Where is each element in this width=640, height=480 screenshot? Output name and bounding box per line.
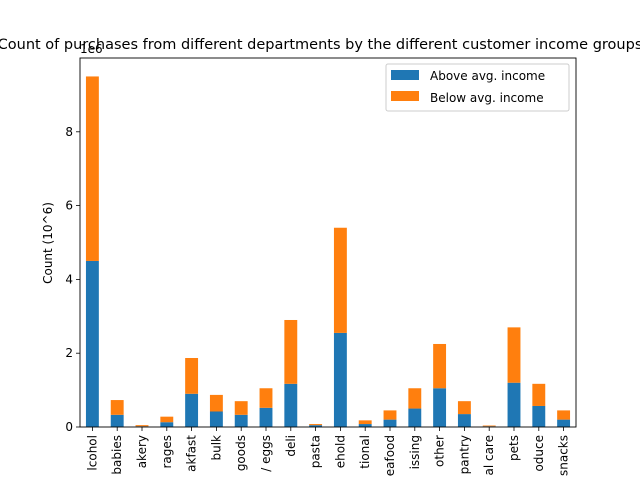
bar-bakery-below xyxy=(135,425,149,427)
y-tick-label: 2 xyxy=(65,346,73,360)
x-tick-label: lcohol xyxy=(85,435,99,471)
legend-swatch-above xyxy=(391,70,419,80)
x-tick-label: eafood xyxy=(383,435,397,476)
y-tick-label: 6 xyxy=(65,199,73,213)
bar-breakfast-below xyxy=(185,357,199,394)
bars-group xyxy=(85,76,571,427)
x-tick-label: oduce xyxy=(532,435,546,472)
bar-pets-above xyxy=(507,382,521,427)
bar-babies-above xyxy=(110,414,124,427)
bar-pets-below xyxy=(507,327,521,383)
bar-other-below xyxy=(433,343,447,389)
x-tick-label: pantry xyxy=(457,435,471,474)
bar-deli-below xyxy=(284,319,298,384)
bar-deli-above xyxy=(284,383,298,427)
bar-pantry-above xyxy=(457,414,471,427)
x-tick-label: snacks xyxy=(557,435,571,476)
x-tick-label: akfast xyxy=(185,435,199,472)
bar-beverages-below xyxy=(160,416,174,423)
bar-missing-above xyxy=(408,408,422,427)
bar-snacks-below xyxy=(557,410,571,420)
x-tick-label: pets xyxy=(507,435,521,461)
bar-babies-below xyxy=(110,400,124,415)
bar-canned-goods-above xyxy=(234,414,248,427)
y-tick-label: 0 xyxy=(65,420,73,434)
x-tick-label: deli xyxy=(284,435,298,457)
bar-bulk-above xyxy=(209,411,223,427)
legend-box xyxy=(385,63,570,112)
axes-frame xyxy=(79,57,577,428)
bar-other-above xyxy=(433,388,447,427)
y-axis-offset-label: 1e6 xyxy=(80,42,103,56)
x-tick-label: al care xyxy=(482,435,496,476)
x-tick-label: bulk xyxy=(209,435,223,461)
bar-canned-goods-below xyxy=(234,401,248,415)
y-tick-label: 4 xyxy=(65,272,73,286)
bar-international-above xyxy=(358,424,372,427)
bar-snacks-above xyxy=(557,419,571,427)
bar-alcohol-below xyxy=(85,76,99,261)
bar-pantry-below xyxy=(457,401,471,415)
x-tick-label: ehold xyxy=(333,435,347,468)
bar-produce-above xyxy=(532,405,546,427)
bar-dairy-eggs-above xyxy=(259,407,273,427)
bar-bulk-below xyxy=(209,394,223,412)
x-tick-label: rages xyxy=(160,435,174,469)
legend-label-above: Above avg. income xyxy=(430,69,545,83)
bar-dry-goods-pasta-above xyxy=(309,425,323,427)
bar-personal-care-below xyxy=(482,425,496,427)
x-tick-label: / eggs xyxy=(259,435,273,472)
bar-breakfast-above xyxy=(185,393,199,427)
legend-label-below: Below avg. income xyxy=(430,91,544,105)
bar-produce-below xyxy=(532,383,546,406)
y-axis-label: Count (10^6) xyxy=(41,202,55,284)
bar-missing-below xyxy=(408,388,422,409)
x-tick-label: other xyxy=(433,435,447,467)
legend-swatch-below xyxy=(391,91,419,101)
y-ticks: 0 2 4 6 8 xyxy=(65,125,80,434)
legend: Above avg. income Below avg. income xyxy=(385,63,570,112)
y-tick-label: 8 xyxy=(65,125,73,139)
bar-alcohol-above xyxy=(85,260,99,427)
bar-dry-goods-pasta-below xyxy=(309,424,323,426)
bar-household-above xyxy=(333,332,347,427)
bar-international-below xyxy=(358,420,372,425)
bar-meat-seafood-above xyxy=(383,419,397,427)
chart-title: Count of purchases from different depart… xyxy=(0,37,640,53)
x-tick-label: pasta xyxy=(309,435,323,468)
bar-beverages-above xyxy=(160,422,174,427)
bar-dairy-eggs-below xyxy=(259,388,273,408)
bar-meat-seafood-below xyxy=(383,410,397,420)
x-ticks: lcohol babies akery rages akfast bulk goods / e… xyxy=(85,427,571,476)
x-tick-label: issing xyxy=(408,435,422,469)
x-tick-label: tional xyxy=(358,435,372,469)
x-tick-label: akery xyxy=(135,435,149,468)
bar-household-below xyxy=(333,227,347,333)
x-tick-label: babies xyxy=(110,435,124,475)
x-tick-label: goods xyxy=(234,435,248,471)
